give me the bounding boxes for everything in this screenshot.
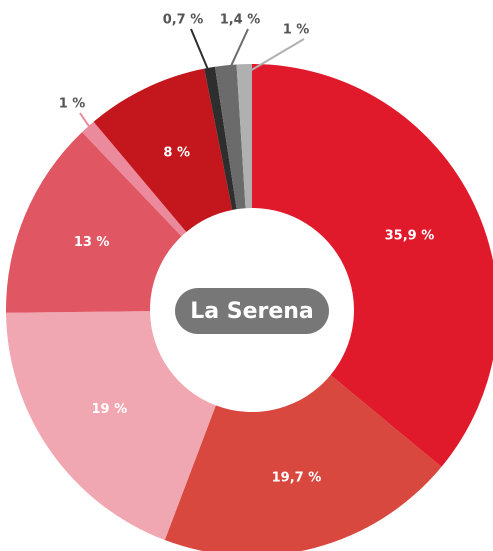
- data-label: 8 %: [163, 146, 190, 161]
- leader-line: [190, 28, 213, 78]
- data-label: 0,7 %: [163, 13, 204, 28]
- data-label: 19 %: [92, 402, 128, 417]
- center-pill: [175, 288, 329, 334]
- slice: [252, 64, 493, 467]
- chart-title: La Serena: [190, 299, 314, 324]
- data-label: 1 %: [283, 23, 310, 38]
- leader-line: [244, 38, 305, 75]
- leader-line: [225, 28, 249, 76]
- slice: [6, 132, 182, 313]
- data-label: 35,9 %: [385, 228, 435, 243]
- data-label: 1,4 %: [220, 13, 261, 28]
- slice: [93, 68, 233, 232]
- slice: [164, 375, 442, 551]
- data-label: 13 %: [74, 235, 110, 250]
- slice: [236, 64, 252, 209]
- slice: [214, 64, 246, 210]
- slice: [82, 121, 187, 237]
- data-label: 19,7 %: [272, 471, 322, 486]
- data-label: 1 %: [59, 97, 86, 112]
- leader-line: [79, 112, 96, 135]
- slice: [6, 311, 216, 541]
- slice: [204, 66, 237, 210]
